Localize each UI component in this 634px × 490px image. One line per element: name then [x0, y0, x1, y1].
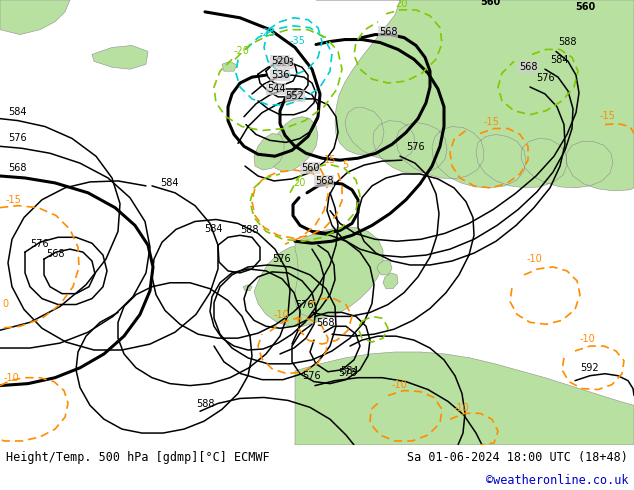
Text: 520: 520: [271, 56, 289, 66]
Polygon shape: [92, 46, 148, 69]
Text: 584: 584: [340, 366, 358, 376]
Text: -10: -10: [580, 334, 596, 344]
Text: -10: -10: [527, 254, 543, 264]
Text: 576: 576: [536, 73, 555, 83]
Polygon shape: [0, 0, 70, 35]
Text: -15: -15: [600, 111, 616, 121]
Text: 592: 592: [580, 363, 598, 373]
Text: -10: -10: [454, 403, 470, 413]
Text: Sa 01-06-2024 18:00 UTC (18+48): Sa 01-06-2024 18:00 UTC (18+48): [407, 451, 628, 464]
Text: 536: 536: [271, 70, 289, 80]
Text: 584: 584: [8, 107, 27, 117]
Text: 588: 588: [558, 37, 576, 48]
Text: 576: 576: [30, 239, 49, 249]
Text: -10: -10: [274, 310, 290, 320]
Text: 584: 584: [204, 224, 223, 234]
Text: -35: -35: [290, 36, 306, 47]
Text: 560: 560: [575, 2, 595, 12]
Text: -15: -15: [484, 117, 500, 126]
Polygon shape: [254, 245, 340, 326]
Polygon shape: [254, 133, 284, 170]
Text: 5: 5: [342, 160, 348, 170]
Text: 568: 568: [8, 163, 27, 173]
Text: 576: 576: [272, 254, 290, 264]
Text: -15: -15: [6, 195, 22, 205]
Polygon shape: [295, 227, 383, 318]
Text: 578: 578: [338, 368, 356, 378]
Text: 576: 576: [295, 300, 314, 311]
Text: 568: 568: [378, 26, 398, 37]
Text: 20: 20: [293, 178, 306, 188]
Text: ©weatheronline.co.uk: ©weatheronline.co.uk: [486, 474, 628, 487]
Text: -20: -20: [234, 47, 250, 56]
Text: 588: 588: [240, 225, 259, 235]
Text: 15: 15: [324, 155, 337, 165]
Polygon shape: [295, 352, 634, 445]
Text: 584: 584: [550, 55, 569, 65]
Polygon shape: [377, 260, 392, 275]
Polygon shape: [383, 273, 398, 289]
Text: 552: 552: [286, 91, 304, 101]
Text: 568: 568: [519, 62, 537, 72]
Text: 0: 0: [2, 298, 8, 309]
Text: 584: 584: [160, 178, 179, 188]
Text: 568: 568: [314, 176, 333, 186]
Text: -10: -10: [4, 373, 20, 383]
Text: 560: 560: [480, 0, 500, 7]
Text: 560: 560: [301, 163, 320, 173]
Text: -25: -25: [260, 27, 276, 38]
Text: 568: 568: [316, 318, 335, 328]
Text: 576: 576: [8, 133, 27, 144]
Text: 20: 20: [395, 0, 408, 9]
Text: 576: 576: [406, 142, 425, 152]
Text: 544: 544: [267, 84, 285, 94]
Text: 528: 528: [275, 58, 294, 68]
Text: Height/Temp. 500 hPa [gdmp][°C] ECMWF: Height/Temp. 500 hPa [gdmp][°C] ECMWF: [6, 451, 269, 464]
Text: 588: 588: [196, 399, 214, 409]
Text: 576: 576: [302, 370, 321, 381]
Text: 568: 568: [46, 249, 65, 259]
Polygon shape: [316, 0, 634, 191]
Polygon shape: [222, 61, 237, 71]
Text: -10: -10: [392, 380, 408, 390]
Polygon shape: [270, 117, 318, 172]
Polygon shape: [243, 285, 252, 291]
